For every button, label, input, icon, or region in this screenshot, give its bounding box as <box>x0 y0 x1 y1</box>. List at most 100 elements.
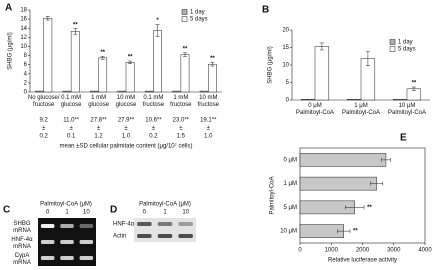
x-tick-label: No glucose/fructose <box>28 95 60 108</box>
lane-label: 0 <box>143 210 147 216</box>
table-mean: 19.1** <box>200 118 217 124</box>
gel-band <box>157 234 173 238</box>
gel-band <box>79 256 94 260</box>
table-sd: 0.2 <box>149 134 158 140</box>
gel-band <box>40 224 55 228</box>
gel-title: Palmitoyl-CoA (μM) <box>139 202 191 208</box>
legend-label: 1 day <box>190 10 205 16</box>
x-tick-label: 10 mM fructose <box>198 95 220 108</box>
table-sd: 0.2 <box>40 134 49 140</box>
table-sd: 0.1 <box>67 134 76 140</box>
error-bar <box>381 157 391 162</box>
table-mean: 23.0** <box>173 118 190 124</box>
y-tick-label: 12 <box>20 35 27 41</box>
lane-label: 10 <box>182 210 189 216</box>
row-label: CypA mRNA <box>13 253 31 266</box>
gel-band <box>40 256 55 260</box>
significance: ** <box>353 229 358 235</box>
table-pm: ± <box>97 126 101 132</box>
x-tick-label: 0 <box>298 248 302 254</box>
gel-band <box>40 240 55 244</box>
table-sd: 1.0 <box>122 134 131 140</box>
gel-band <box>157 222 173 226</box>
panel-letter: D <box>110 205 117 216</box>
table-pm: ± <box>42 126 46 132</box>
y-tick-label: 0 μM <box>284 157 297 163</box>
gel-band <box>137 222 152 226</box>
x-tick-label: 1 mM glucose <box>88 95 109 108</box>
bar <box>144 90 154 93</box>
error-bar <box>182 52 187 57</box>
bar <box>43 17 53 93</box>
error-bar <box>210 62 215 67</box>
bar <box>172 90 182 93</box>
gel-band <box>137 234 152 238</box>
error-bar <box>45 16 50 21</box>
row-label: HNF-4α mRNA <box>11 237 33 250</box>
legend-label: 1 day <box>398 40 413 46</box>
lane-label: 0 <box>46 210 50 216</box>
bar <box>299 224 344 238</box>
legend-swatch <box>181 9 188 15</box>
table-mean: 27.8** <box>90 118 107 124</box>
x-tick-label: 1 μM Palmitoyl-CoA <box>342 103 380 116</box>
gel-band <box>79 240 94 244</box>
table-caption: mean ±SD cellular palmitate content (μg/… <box>60 143 193 150</box>
bar <box>208 63 217 93</box>
y-tick-label: 20 <box>282 28 289 34</box>
table-pm: ± <box>124 126 128 132</box>
gel-band <box>60 224 74 228</box>
y-tick-label: 10 μM <box>280 229 297 235</box>
y-tick-label: 18 <box>20 8 27 14</box>
y-tick-label: 10 <box>282 63 289 69</box>
bar <box>153 30 162 93</box>
table-sd: 1.2 <box>94 134 103 140</box>
y-tick-label: 5 <box>286 80 290 86</box>
y-tick-label: 1 μM <box>284 181 297 187</box>
error-bar <box>100 56 105 60</box>
lane-label: 10 <box>83 210 90 216</box>
bar <box>392 99 408 101</box>
significance: ** <box>367 205 372 211</box>
significance: ** <box>412 81 417 87</box>
row-label: HNF-4α <box>113 222 135 228</box>
error-bar <box>370 181 384 186</box>
y-axis-label: SHBG (μg/ml) <box>8 32 14 69</box>
panel-letter: B <box>262 5 269 16</box>
panel-letter: E <box>400 133 407 144</box>
table-pm: ± <box>179 126 183 132</box>
bar <box>62 90 72 93</box>
y-tick-label: 16 <box>20 17 27 23</box>
bar <box>199 90 209 93</box>
significance: * <box>156 18 159 24</box>
table-mean: 9.2 <box>40 118 49 124</box>
x-tick-label: 10 mM glucose <box>116 95 137 108</box>
x-tick-label: 4000 <box>418 248 432 254</box>
row-label: SHBG mRNA <box>13 221 31 234</box>
y-tick-label: 4 <box>24 71 28 77</box>
table-mean: 11.0** <box>63 118 80 124</box>
y-tick-label: 2 <box>24 80 28 86</box>
bar <box>98 57 108 93</box>
bar <box>35 90 44 93</box>
gel-band <box>60 256 74 260</box>
gel-band <box>178 234 193 238</box>
table-mean: 10.6** <box>145 118 162 124</box>
x-tick-label: 0 μM Palmitoyl-CoA <box>296 103 334 116</box>
bar <box>299 153 387 167</box>
panel-letter: C <box>3 205 10 216</box>
error-bar <box>155 24 160 37</box>
x-tick-label: 2000 <box>356 248 370 254</box>
bar <box>300 99 316 101</box>
error-bar <box>319 42 324 51</box>
table-pm: ± <box>152 126 156 132</box>
significance: ** <box>183 46 188 52</box>
table-mean: 27.9** <box>118 118 135 124</box>
bar <box>346 99 362 101</box>
legend-label: 5 days <box>190 17 208 23</box>
table-pm: ± <box>69 126 73 132</box>
gel-band <box>178 222 193 226</box>
gel-image <box>134 218 196 242</box>
x-tick-label: 1000 <box>325 248 339 254</box>
